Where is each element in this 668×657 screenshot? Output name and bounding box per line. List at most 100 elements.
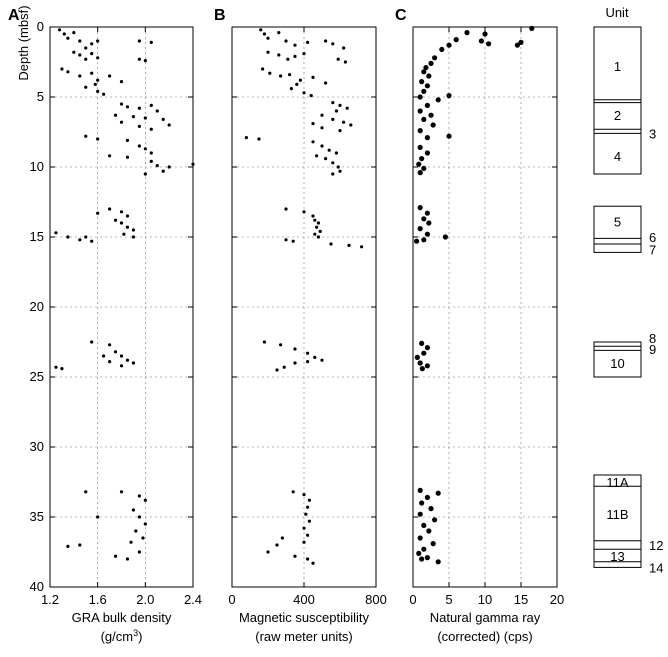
data-point [143,172,147,176]
data-point [529,25,535,31]
data-point [313,218,317,222]
data-point [478,38,484,44]
data-point [268,71,272,75]
y-tick-label: 5 [37,89,44,104]
data-point [90,52,94,56]
data-point [417,170,423,176]
data-point [293,54,297,59]
data-point [324,81,328,85]
data-point [107,74,112,78]
data-point [149,127,153,131]
data-point [338,169,342,173]
data-point [279,74,283,78]
data-point [257,137,261,141]
data-point [131,361,136,365]
data-point [66,235,70,239]
unit-label: 8 [649,331,656,346]
data-point [302,493,306,497]
data-point [446,93,452,99]
x-tick-label: 15 [514,592,528,607]
data-point [137,550,141,554]
data-point [419,340,425,346]
data-point [295,82,299,86]
data-point [306,351,310,355]
data-point [293,554,297,558]
data-point [54,365,58,369]
data-point [161,117,165,121]
data-point [266,36,270,40]
data-point [320,358,324,362]
unit-label: 7 [649,243,656,258]
data-point [446,42,452,48]
data-point [417,144,423,150]
data-point [78,39,82,43]
unit-label: 14 [649,560,663,575]
data-point [315,154,319,158]
data-point [428,60,434,66]
x-axis-label-units: (corrected) (cps) [437,629,532,644]
y-tick-label: 0 [37,19,44,34]
data-point [293,43,297,47]
data-point [96,56,100,60]
unit-label: 12 [649,538,663,553]
data-point [313,355,317,359]
data-point [421,350,427,356]
data-point [90,239,94,243]
data-point [266,50,270,54]
data-point [261,67,265,71]
data-point [336,57,340,61]
data-point [102,354,106,358]
data-point [324,39,328,43]
data-point [313,232,317,236]
data-point [284,207,288,211]
data-point [439,46,445,53]
data-point [302,540,306,544]
data-point [442,234,448,240]
data-point [417,205,423,211]
data-point [320,144,324,148]
data-point [137,124,141,128]
data-point [125,557,130,561]
data-point [486,41,492,47]
panel-letter: B [214,7,226,24]
data-point [84,134,88,138]
data-point [113,113,118,117]
data-point [417,108,423,114]
data-point [131,115,136,119]
data-point [84,46,88,50]
data-point [435,490,441,496]
unit-label: 10 [610,356,624,371]
data-point [432,517,438,523]
data-point [428,506,434,512]
data-point [119,120,124,124]
data-point [288,73,292,77]
data-point [60,367,64,371]
data-point [125,214,130,218]
data-point [107,360,112,364]
data-point [125,225,130,229]
data-point [430,122,436,128]
data-point [343,60,347,64]
data-point [60,67,64,71]
data-point [435,97,441,103]
x-axis-label: GRA bulk density [72,610,172,625]
data-point [84,57,88,61]
data-point [320,126,324,130]
data-point [435,559,441,565]
data-point [78,543,82,547]
y-tick-label: 30 [30,439,44,454]
data-point [149,103,153,107]
data-point [417,360,423,366]
data-point [262,32,266,36]
data-point [141,536,145,540]
data-point [421,237,427,243]
data-point [57,28,62,32]
data-point [90,71,94,75]
data-point [334,109,338,113]
data-point [426,528,432,534]
data-point [419,556,425,562]
data-point [424,345,430,351]
data-point [284,39,288,43]
